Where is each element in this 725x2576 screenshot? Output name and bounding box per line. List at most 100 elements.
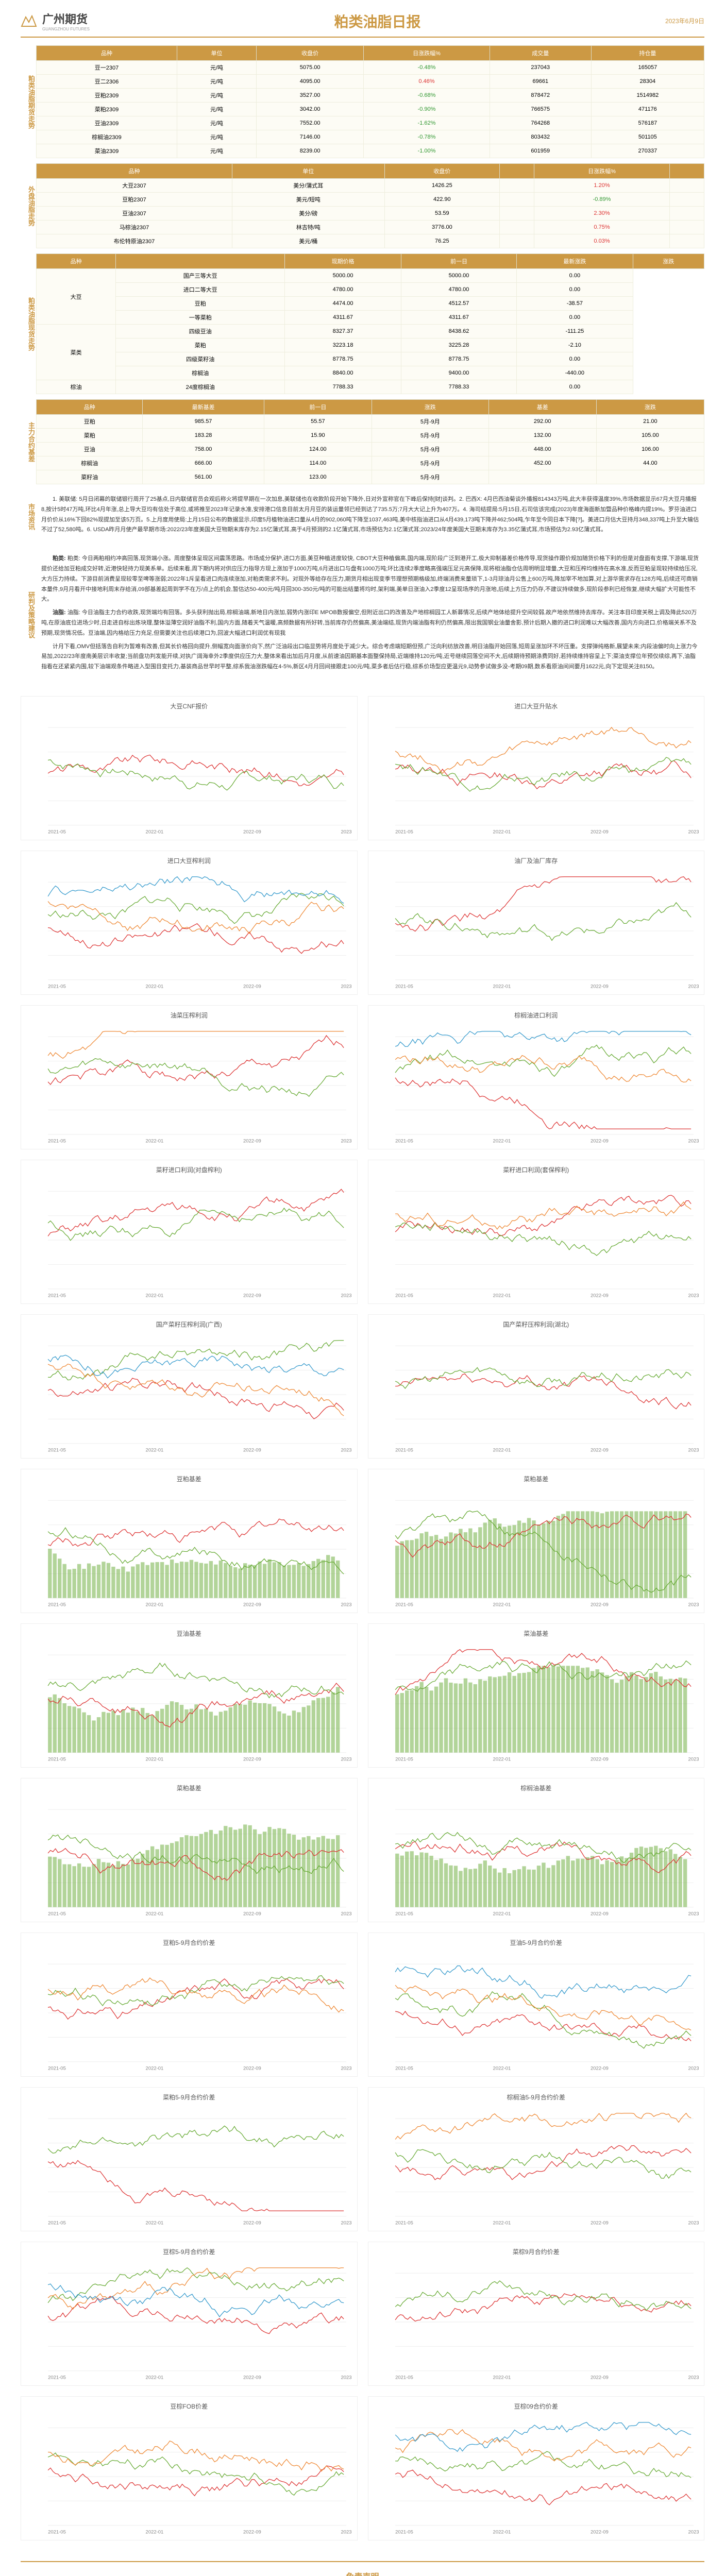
cell: 124.00	[264, 443, 372, 456]
chart-title: 菜籽进口利润(套保榨利)	[374, 1165, 699, 1174]
chart-svg: 2021-052022-012022-092023-05	[374, 1951, 699, 2075]
cell: 元/吨	[177, 116, 256, 130]
table-row: 棕榈油2309元/吨7146.00-0.78%803432501105	[37, 130, 704, 144]
chart-title: 油菜压榨利润	[26, 1011, 352, 1020]
svg-text:2022-01: 2022-01	[493, 2375, 511, 2380]
cell: 3527.00	[257, 89, 364, 103]
cell: 4780.00	[285, 283, 401, 297]
spot-table: 品种现期价格前一日最新涨跌涨跌 大豆国产三等大豆5000.005000.000.…	[36, 253, 704, 394]
cell: -1.62%	[364, 116, 490, 130]
cell: 44.00	[596, 456, 704, 470]
cell: 69661	[490, 75, 591, 89]
cell	[500, 221, 534, 234]
cell: 5000.00	[401, 269, 516, 283]
cell: 棕榈油2309	[37, 130, 177, 144]
cell: 8327.37	[285, 325, 401, 338]
chart-svg: 2021-052022-012022-092023-05	[374, 1797, 699, 1920]
cell: 3776.00	[384, 221, 500, 234]
cell: 美分/磅	[232, 207, 384, 221]
cell: 8438.62	[401, 325, 516, 338]
table-row: 布伦特原油2307美元/桶76.250.03%	[37, 234, 704, 248]
cell: 123.00	[264, 470, 372, 484]
svg-text:2022-09: 2022-09	[591, 829, 609, 835]
cell: 豆粕2307	[37, 193, 232, 207]
cell	[500, 234, 534, 248]
chart-svg: 2021-052022-012022-092023-05	[26, 1797, 352, 1920]
svg-text:2021-05: 2021-05	[395, 2220, 413, 2226]
svg-text:2022-09: 2022-09	[591, 2065, 609, 2071]
cell: 471176	[591, 103, 704, 116]
chart-box: 菜籽进口利润(对盘榨利)2021-052022-012022-092023-05	[21, 1160, 358, 1304]
svg-text:2022-01: 2022-01	[493, 1911, 511, 1917]
cell: 53.59	[384, 207, 500, 221]
report-date: 2023年6月9日	[665, 16, 704, 25]
cell: 448.00	[488, 443, 596, 456]
table-row: 棕榈油8840.009400.00-440.00	[37, 366, 704, 380]
chart-box: 菜粕5-9月合约价差2021-052022-012022-092023-05	[21, 2087, 358, 2231]
chart-title: 菜棕9月合约价差	[374, 2247, 699, 2256]
cell: 元/吨	[177, 61, 256, 75]
cell: -0.78%	[364, 130, 490, 144]
cell	[670, 234, 704, 248]
cell: 764268	[490, 116, 591, 130]
cell: 豆粕2309	[37, 89, 177, 103]
svg-text:2022-01: 2022-01	[146, 2529, 164, 2535]
chart-svg: 2021-052022-012022-092023-05	[26, 1951, 352, 2075]
chart-svg: 2021-052022-012022-092023-05	[26, 2260, 352, 2384]
company-name: 广州期货	[42, 10, 90, 27]
svg-text:2022-01: 2022-01	[146, 1447, 164, 1453]
cell: -111.25	[517, 325, 633, 338]
cell: -0.89%	[534, 193, 670, 207]
cell: 0.00	[517, 311, 633, 325]
svg-text:2021-05: 2021-05	[48, 2529, 66, 2535]
chart-box: 油菜压榨利润2021-052022-012022-092023-05	[21, 1005, 358, 1149]
svg-text:2021-05: 2021-05	[48, 2065, 66, 2071]
svg-text:2021-05: 2021-05	[48, 2220, 66, 2226]
cell: 1426.25	[384, 179, 500, 193]
cell: 0.00	[517, 380, 633, 394]
table-row: 大豆国产三等大豆5000.005000.000.00	[37, 269, 704, 283]
table-row: 菜油2309元/吨8239.00-1.00%601959270337	[37, 144, 704, 158]
cell: 9400.00	[401, 366, 516, 380]
svg-text:2021-05: 2021-05	[395, 1447, 413, 1453]
table-row: 棕榈油666.00114.005月-9月452.0044.00	[37, 456, 704, 470]
cell: 元/吨	[177, 89, 256, 103]
svg-text:2022-01: 2022-01	[493, 2065, 511, 2071]
svg-text:2023-05: 2023-05	[688, 2375, 699, 2380]
table-row: 菜粕2309元/吨3042.00-0.90%766575471176	[37, 103, 704, 116]
cell: 5075.00	[257, 61, 364, 75]
svg-text:2021-05: 2021-05	[395, 1138, 413, 1144]
svg-text:2022-01: 2022-01	[146, 1293, 164, 1298]
table-row: 四级菜籽油8778.758778.750.00	[37, 352, 704, 366]
cell: 5月-9月	[372, 456, 488, 470]
svg-text:2022-01: 2022-01	[146, 1138, 164, 1144]
cell: 1.20%	[534, 179, 670, 193]
cell: 豆油2309	[37, 116, 177, 130]
col-header: 品种	[37, 400, 143, 415]
cell: 21.00	[596, 415, 704, 429]
chart-title: 棕榈油进口利润	[374, 1011, 699, 1020]
svg-text:2022-09: 2022-09	[591, 1447, 609, 1453]
svg-text:2023-05: 2023-05	[688, 1602, 699, 1607]
cell: 76.25	[384, 234, 500, 248]
cell: 452.00	[488, 456, 596, 470]
section-label-outlook: 研判及策略建议	[21, 549, 36, 681]
cell: 0.00	[517, 352, 633, 366]
cell	[670, 193, 704, 207]
cell: 7788.33	[401, 380, 516, 394]
cell: -0.90%	[364, 103, 490, 116]
svg-text:2022-01: 2022-01	[493, 984, 511, 989]
col-header: 最新基差	[143, 400, 264, 415]
logo-icon	[21, 15, 37, 27]
cell	[596, 470, 704, 484]
svg-text:2023-05: 2023-05	[341, 829, 351, 835]
meal-label: 粕类:	[53, 555, 66, 562]
outlook-text: 粕类: 粕类: 今日两粕相约冲高回落,现货端小涨。周度整体呈现区间震荡思路。市场…	[36, 549, 704, 681]
cell: 豆二2306	[37, 75, 177, 89]
col-header: 日涨跌幅%	[364, 46, 490, 61]
category-cell: 大豆	[37, 269, 116, 325]
svg-text:2023-05: 2023-05	[341, 1756, 351, 1762]
cell: 豆一2307	[37, 61, 177, 75]
chart-box: 豆粕5-9月合约价差2021-052022-012022-092023-05	[21, 1933, 358, 2077]
svg-text:2022-09: 2022-09	[243, 2220, 261, 2226]
